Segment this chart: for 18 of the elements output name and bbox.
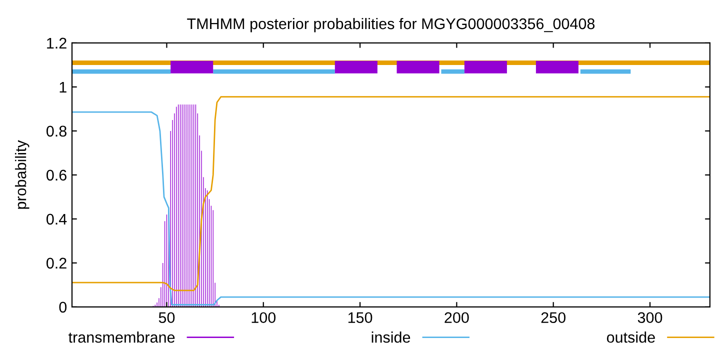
x-tick-label: 250 <box>541 312 566 324</box>
y-tick-label: 0.4 <box>46 214 67 225</box>
legend-label: inside <box>372 332 410 343</box>
legend-label: transmembrane <box>68 332 175 343</box>
x-tick-label: 50 <box>158 312 175 324</box>
x-tick-label: 200 <box>444 312 469 324</box>
y-tick-label: 1.2 <box>47 38 66 48</box>
y-tick-label: 0.6 <box>46 170 66 181</box>
legend-label: outside <box>606 332 655 343</box>
y-tick-label: 0 <box>59 302 67 313</box>
x-tick-label: 150 <box>348 312 372 324</box>
y-tick-label: 1 <box>60 82 66 92</box>
y-tick-label: 0.2 <box>46 258 66 269</box>
y-axis-title: probability <box>14 140 30 209</box>
chart-title: TMHMM posterior probabilities for MGYG000003356_00408 <box>187 18 595 32</box>
x-tick-label: 300 <box>638 312 662 324</box>
x-tick-label: 100 <box>252 312 276 324</box>
y-tick-label: 0.8 <box>46 126 66 137</box>
